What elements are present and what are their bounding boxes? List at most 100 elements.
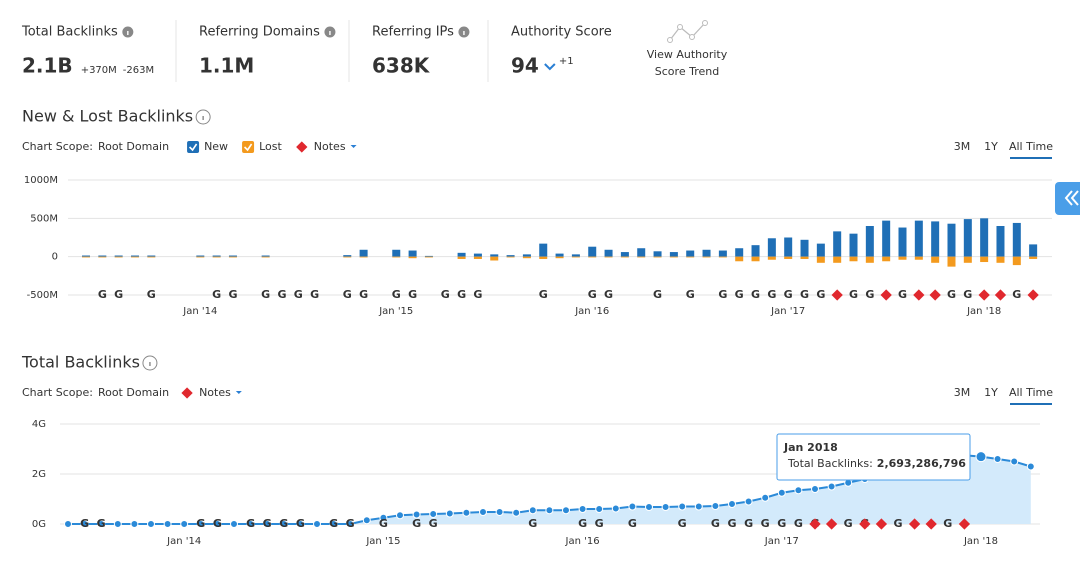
note-diamond[interactable] <box>925 518 937 530</box>
google-update-note[interactable]: G <box>751 288 760 301</box>
note-diamond[interactable] <box>958 518 971 530</box>
bar <box>784 256 793 259</box>
google-update-note[interactable]: G <box>213 517 222 530</box>
point <box>263 520 272 528</box>
google-update-note[interactable]: G <box>80 517 89 530</box>
google-update-note[interactable]: G <box>114 288 123 301</box>
google-update-note[interactable]: G <box>346 517 355 530</box>
google-update-note[interactable]: G <box>97 517 106 530</box>
google-update-note[interactable]: G <box>429 517 438 530</box>
bar <box>767 256 776 260</box>
google-update-note[interactable]: G <box>898 288 907 301</box>
google-update-note[interactable]: G <box>392 288 401 301</box>
google-update-note[interactable]: G <box>329 517 338 530</box>
note-diamond[interactable] <box>929 289 941 301</box>
google-update-note[interactable]: G <box>228 288 237 301</box>
note-diamond[interactable] <box>913 289 925 301</box>
trend-icon-dot <box>702 20 708 26</box>
google-update-note[interactable]: G <box>604 288 613 301</box>
legend-label[interactable]: New <box>204 140 228 153</box>
google-update-note[interactable]: G <box>628 517 637 530</box>
google-update-note[interactable]: G <box>777 517 786 530</box>
google-update-note[interactable]: G <box>578 517 587 530</box>
notes-dropdown[interactable]: Notes <box>314 140 346 153</box>
google-update-note[interactable]: G <box>359 288 368 301</box>
legend-checkbox[interactable] <box>187 141 200 153</box>
note-diamond[interactable] <box>994 289 1007 301</box>
bar <box>931 221 940 257</box>
note-diamond[interactable] <box>875 518 888 530</box>
google-update-note[interactable]: G <box>539 288 548 301</box>
note-diamond[interactable] <box>825 518 838 530</box>
google-update-note[interactable]: G <box>379 517 388 530</box>
google-update-note[interactable]: G <box>718 288 727 301</box>
google-update-note[interactable]: G <box>296 517 305 530</box>
google-update-note[interactable]: G <box>686 288 695 301</box>
google-update-note[interactable]: G <box>441 288 450 301</box>
google-update-note[interactable]: G <box>457 288 466 301</box>
google-update-note[interactable]: G <box>1012 288 1021 301</box>
google-update-note[interactable]: G <box>408 288 417 301</box>
trend-link[interactable]: View Authority <box>647 48 728 61</box>
google-update-note[interactable]: G <box>212 288 221 301</box>
google-update-note[interactable]: G <box>310 288 319 301</box>
note-diamond[interactable] <box>880 289 892 301</box>
range-tab[interactable]: 1Y <box>984 386 998 399</box>
google-update-note[interactable]: G <box>711 517 720 530</box>
google-update-note[interactable]: G <box>767 288 776 301</box>
trend-link[interactable]: Score Trend <box>655 65 719 78</box>
google-update-note[interactable]: G <box>263 517 272 530</box>
trend-icon[interactable] <box>669 22 706 41</box>
google-update-note[interactable]: G <box>678 517 687 530</box>
google-update-note[interactable]: G <box>343 288 352 301</box>
range-tab[interactable]: 3M <box>954 386 971 399</box>
range-tab[interactable]: All Time <box>1009 386 1053 399</box>
note-diamond[interactable] <box>1027 289 1039 301</box>
google-update-note[interactable]: G <box>277 288 286 301</box>
bar <box>1029 256 1038 259</box>
google-update-note[interactable]: G <box>963 288 972 301</box>
google-update-note[interactable]: G <box>800 288 809 301</box>
range-tab[interactable]: 1Y <box>984 140 998 153</box>
google-update-note[interactable]: G <box>294 288 303 301</box>
google-update-note[interactable]: G <box>246 517 255 530</box>
google-update-note[interactable]: G <box>844 517 853 530</box>
bar <box>898 227 907 257</box>
google-update-note[interactable]: G <box>943 517 952 530</box>
legend-label[interactable]: Lost <box>259 140 282 153</box>
google-update-note[interactable]: G <box>727 517 736 530</box>
google-update-note[interactable]: G <box>147 288 156 301</box>
google-update-note[interactable]: G <box>865 288 874 301</box>
google-update-note[interactable]: G <box>196 517 205 530</box>
google-update-note[interactable]: G <box>744 517 753 530</box>
google-update-note[interactable]: G <box>412 517 421 530</box>
google-update-note[interactable]: G <box>588 288 597 301</box>
notes-dropdown[interactable]: Notes <box>199 386 231 399</box>
range-tab[interactable]: 3M <box>954 140 971 153</box>
google-update-note[interactable]: G <box>98 288 107 301</box>
bar <box>996 226 1005 257</box>
note-diamond[interactable] <box>908 518 921 530</box>
google-update-note[interactable]: G <box>849 288 858 301</box>
google-update-note[interactable]: G <box>279 517 288 530</box>
google-update-note[interactable]: G <box>794 517 803 530</box>
google-update-note[interactable]: G <box>528 517 537 530</box>
range-tab[interactable]: All Time <box>1009 140 1053 153</box>
google-update-note[interactable]: G <box>784 288 793 301</box>
google-update-note[interactable]: G <box>816 288 825 301</box>
bar <box>473 256 482 259</box>
google-update-note[interactable]: G <box>761 517 770 530</box>
google-update-note[interactable]: G <box>947 288 956 301</box>
google-update-note[interactable]: G <box>595 517 604 530</box>
google-update-note[interactable]: G <box>473 288 482 301</box>
note-diamond[interactable] <box>859 518 871 530</box>
google-update-note[interactable]: G <box>735 288 744 301</box>
note-diamond[interactable] <box>978 289 990 301</box>
note-diamond[interactable] <box>809 518 821 530</box>
note-diamond[interactable] <box>831 289 843 301</box>
google-update-note[interactable]: G <box>261 288 270 301</box>
google-update-note[interactable]: G <box>893 517 902 530</box>
google-update-note[interactable]: G <box>653 288 662 301</box>
legend-checkbox[interactable] <box>242 141 255 153</box>
